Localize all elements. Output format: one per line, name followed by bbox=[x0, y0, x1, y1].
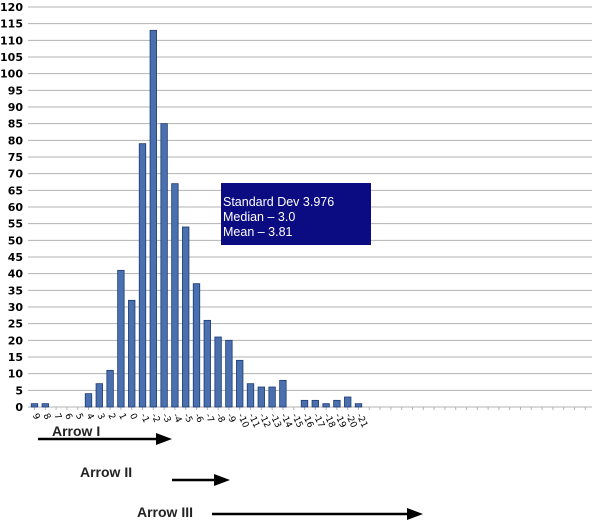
y-tick-label: 105 bbox=[0, 51, 23, 64]
y-tick-label: 80 bbox=[8, 134, 24, 147]
y-tick-label: 0 bbox=[15, 401, 23, 414]
bar bbox=[182, 226, 190, 408]
y-tick-label: 25 bbox=[8, 318, 23, 331]
x-tick-label: 9 bbox=[30, 412, 42, 422]
bar bbox=[203, 319, 211, 408]
y-tick-label: 85 bbox=[8, 118, 23, 131]
x-tick-label: 7 bbox=[51, 412, 62, 421]
y-tick-label: 115 bbox=[0, 18, 23, 31]
bar bbox=[171, 183, 179, 408]
stats-box: Standard Dev 3.976 Median – 3.0 Mean – 3… bbox=[221, 183, 371, 245]
bar bbox=[117, 269, 125, 408]
arrow-head bbox=[156, 433, 172, 445]
bar bbox=[95, 383, 103, 408]
bar bbox=[344, 396, 352, 408]
arrows bbox=[38, 433, 423, 520]
y-tick-label: 10 bbox=[8, 368, 24, 381]
x-tick-label: 4 bbox=[84, 412, 96, 422]
x-tick-label: -7 bbox=[203, 412, 216, 424]
bar bbox=[236, 359, 244, 408]
bar bbox=[192, 283, 201, 408]
y-tick-label: 65 bbox=[8, 184, 23, 197]
bar bbox=[149, 29, 157, 408]
y-tick-label: 110 bbox=[0, 34, 23, 47]
x-tick-label: 5 bbox=[73, 412, 84, 421]
y-tick-label: 95 bbox=[8, 84, 23, 97]
bar bbox=[354, 403, 363, 408]
arrow-ii-label: Arrow II bbox=[80, 464, 133, 480]
bar bbox=[214, 336, 222, 408]
y-tick-label: 5 bbox=[15, 384, 23, 397]
y-tick-label: 50 bbox=[8, 234, 24, 247]
y-tick-label: 55 bbox=[8, 218, 23, 231]
x-tick-label: -4 bbox=[170, 412, 183, 425]
bar bbox=[322, 403, 330, 408]
stats-median: Median – 3.0 bbox=[223, 210, 296, 224]
y-tick-label: 100 bbox=[0, 68, 23, 81]
bar bbox=[300, 399, 309, 408]
y-tick-label: 20 bbox=[8, 334, 24, 347]
y-tick-label: 60 bbox=[8, 201, 24, 214]
x-axis-tick-labels: 9 8 7 6 5 4 3 2 1 0 -1-2-3-4-5-6-7-8-9-10-11-12-13… bbox=[30, 412, 369, 430]
x-tick-label: 1 bbox=[116, 412, 127, 421]
arrow-i-label: Arrow I bbox=[52, 423, 101, 439]
bar bbox=[30, 403, 39, 408]
arrow-iii-label: Arrow III bbox=[137, 504, 194, 520]
x-tick-label: 3 bbox=[95, 412, 106, 421]
y-tick-label: 15 bbox=[8, 351, 23, 364]
x-tick-label: -3 bbox=[159, 412, 172, 424]
x-tick-label: -1 bbox=[138, 412, 151, 424]
arrow-head bbox=[214, 474, 230, 486]
x-tick-label: -9 bbox=[224, 412, 237, 425]
bar bbox=[225, 339, 233, 408]
bar bbox=[160, 123, 168, 408]
x-tick-label: -5 bbox=[181, 412, 194, 424]
y-tick-label: 30 bbox=[8, 301, 24, 314]
arrow-head bbox=[407, 508, 423, 520]
x-tick-label: -8 bbox=[213, 412, 226, 425]
y-tick-label: 90 bbox=[8, 101, 24, 114]
x-tick-label: -21 bbox=[354, 412, 369, 430]
bar bbox=[138, 143, 147, 408]
bars bbox=[30, 29, 363, 408]
x-tick-label: -2 bbox=[149, 412, 162, 424]
x-tick-label: 2 bbox=[105, 412, 116, 421]
y-tick-label: 35 bbox=[8, 284, 23, 297]
bar bbox=[257, 386, 265, 408]
bar bbox=[246, 383, 255, 408]
bar bbox=[268, 386, 276, 408]
stats-mean: Mean – 3.81 bbox=[223, 225, 293, 239]
bar bbox=[106, 369, 114, 408]
bar bbox=[333, 399, 341, 408]
stats-std-dev: Standard Dev 3.976 bbox=[223, 195, 335, 209]
y-tick-label: 40 bbox=[8, 268, 24, 281]
bar bbox=[41, 403, 49, 408]
y-tick-label: 120 bbox=[0, 1, 23, 14]
x-tick-label: 6 bbox=[62, 412, 74, 422]
x-tick-label: 8 bbox=[41, 412, 53, 422]
bar bbox=[311, 399, 319, 408]
bar bbox=[279, 379, 287, 408]
x-tick-label: -6 bbox=[192, 412, 205, 425]
bar bbox=[128, 299, 136, 408]
y-axis-tick-labels: 0 5 10 15 20 25 30 35 40 45 50 55 60 65 70 75 80 85 90 95 10… bbox=[0, 1, 23, 414]
x-tick-label: 0 bbox=[127, 412, 139, 422]
y-tick-label: 70 bbox=[8, 168, 24, 181]
y-tick-label: 45 bbox=[8, 251, 23, 264]
bar bbox=[84, 393, 93, 408]
y-tick-label: 75 bbox=[8, 151, 23, 164]
